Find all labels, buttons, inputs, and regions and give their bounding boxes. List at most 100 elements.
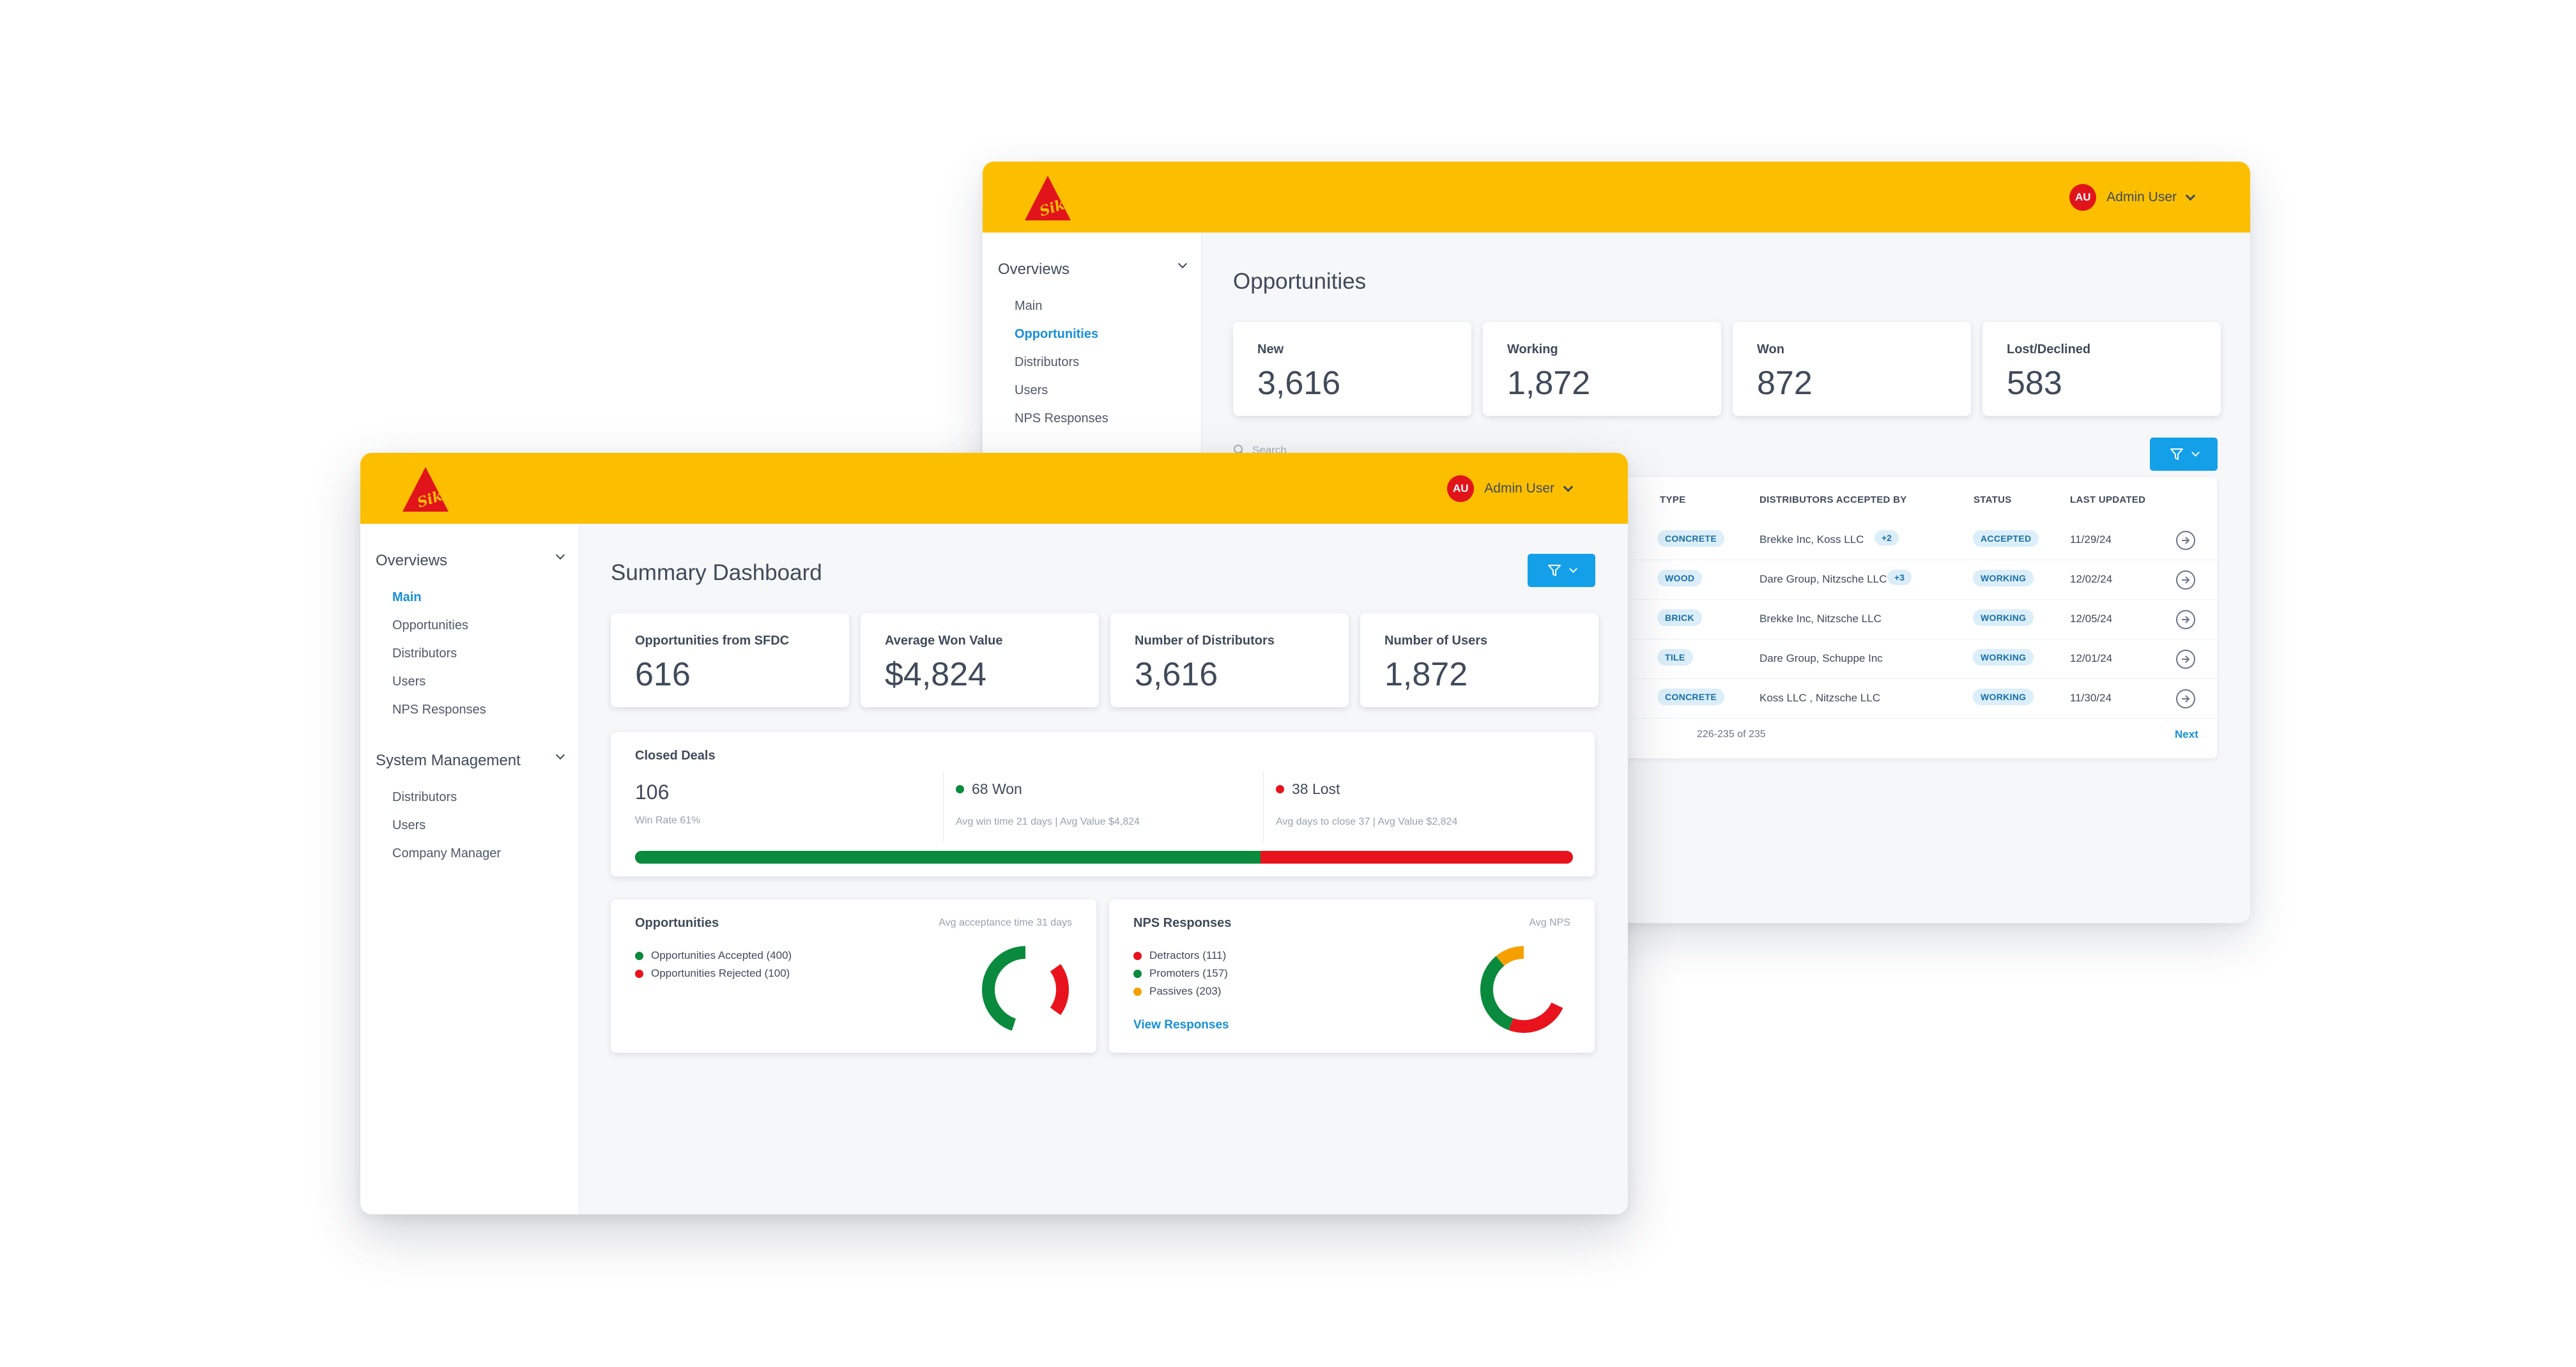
page-title: Opportunities xyxy=(1233,269,1367,294)
user-menu[interactable]: AU Admin User xyxy=(1447,475,1574,503)
stat-value: $4,824 xyxy=(885,656,987,693)
legend-label: Opportunities Rejected (100) xyxy=(651,967,790,979)
legend-dot xyxy=(1133,969,1142,978)
sidebar-group-label: System Management xyxy=(376,752,521,769)
sika-logo: Sika xyxy=(402,467,451,512)
opportunities-donut-chart xyxy=(982,946,1069,1033)
sidebar-item-distributors[interactable]: Distributors xyxy=(1015,355,1080,369)
distributors-cell: Dare Group, Nitzsche LLC xyxy=(1759,573,1887,585)
table-row[interactable]: CONCRETE Koss LLC , Nitzsche LLC WORKING… xyxy=(1634,679,2217,719)
distributors-cell: Brekke Inc, Nitzsche LLC xyxy=(1759,613,1882,625)
view-responses-link[interactable]: View Responses xyxy=(1133,1018,1229,1032)
more-distributors-chip[interactable]: +3 xyxy=(1887,570,1912,585)
last-updated-cell: 11/29/24 xyxy=(2070,533,2112,546)
status-badge: WORKING xyxy=(1973,689,2034,705)
sidebar-item-main[interactable]: Main xyxy=(1015,299,1043,313)
sidebar-item-opportunities[interactable]: Opportunities xyxy=(392,618,468,632)
last-updated-cell: 12/05/24 xyxy=(2070,613,2113,625)
stat-value: 583 xyxy=(2007,365,2062,402)
status-badge: ACCEPTED xyxy=(1973,530,2039,547)
type-chip: TILE xyxy=(1657,649,1693,666)
type-chip: CONCRETE xyxy=(1657,689,1724,705)
filter-button[interactable] xyxy=(2150,438,2218,471)
distributors-cell: Dare Group, Schuppe Inc xyxy=(1759,652,1883,664)
arrow-right-icon[interactable] xyxy=(2176,531,2195,550)
more-distributors-chip[interactable]: +2 xyxy=(1874,530,1899,546)
sidebar-item-opportunities[interactable]: Opportunities xyxy=(1015,327,1099,341)
lost-summary: 38 Lost xyxy=(1276,781,1340,798)
won-dot xyxy=(956,785,964,793)
sidebar-group-label: Overviews xyxy=(998,261,1070,278)
card-subtitle: Avg acceptance time 31 days xyxy=(939,917,1072,928)
sika-logo: Sika xyxy=(1025,176,1073,220)
sidebar-item-company-manager[interactable]: Company Manager xyxy=(392,846,502,860)
summary-dashboard-window: Sika AU Admin User Overviews Main Opport… xyxy=(360,453,1628,1214)
lost-subtext: Avg days to close 37 | Avg Value $2,824 xyxy=(1276,816,1458,827)
table-row[interactable]: CONCRETE Brekke Inc, Koss LLC +2 ACCEPTE… xyxy=(1634,521,2217,560)
type-chip: BRICK xyxy=(1657,609,1702,626)
card-subtitle: Avg NPS xyxy=(1529,917,1570,928)
column-header-distributors[interactable]: DISTRIBUTORS ACCEPTED BY xyxy=(1759,494,1907,505)
avatar: AU xyxy=(1447,475,1475,502)
top-bar: Sika AU Admin User xyxy=(983,162,2250,233)
stat-label: Average Won Value xyxy=(885,634,1003,648)
sidebar-item-main[interactable]: Main xyxy=(392,590,422,604)
sidebar: Overviews Main Opportunities Distributor… xyxy=(360,524,579,1214)
sidebar-group-overviews[interactable]: Overviews xyxy=(998,259,1190,279)
table-row[interactable]: WOOD Dare Group, Nitzsche LLC +3 WORKING… xyxy=(1634,560,2217,600)
arrow-right-icon[interactable] xyxy=(2176,689,2195,708)
status-badge: WORKING xyxy=(1973,609,2034,626)
sidebar-item-system-users[interactable]: Users xyxy=(392,818,426,832)
stat-label: Number of Users xyxy=(1384,634,1488,648)
legend-accepted: Opportunities Accepted (400) xyxy=(635,949,792,962)
stat-card-lost-declined: Lost/Declined 583 xyxy=(1982,322,2221,416)
legend-passives: Passives (203) xyxy=(1133,985,1221,998)
closed-deals-card: Closed Deals 106 Win Rate 61% 68 Won Avg… xyxy=(611,732,1595,876)
donut-slice-rejected xyxy=(982,946,1069,1033)
sidebar-item-users[interactable]: Users xyxy=(1015,383,1048,397)
legend-promoters: Promoters (157) xyxy=(1133,967,1228,980)
legend-label: Opportunities Accepted (400) xyxy=(651,949,792,961)
table-row[interactable]: BRICK Brekke Inc, Nitzsche LLC WORKING 1… xyxy=(1634,600,2217,639)
column-header-type[interactable]: TYPE xyxy=(1660,494,1686,505)
sidebar-item-users[interactable]: Users xyxy=(392,675,426,689)
divider xyxy=(943,772,944,842)
type-chip: WOOD xyxy=(1657,570,1703,586)
stat-card-average-won-value: Average Won Value $4,824 xyxy=(861,613,1099,707)
filter-button[interactable] xyxy=(1528,554,1595,587)
won-bar-segment xyxy=(635,851,1261,864)
chevron-down-icon xyxy=(555,550,565,560)
column-header-status[interactable]: STATUS xyxy=(1974,494,2012,505)
won-label: 68 Won xyxy=(972,781,1022,797)
arrow-right-icon[interactable] xyxy=(2176,650,2195,669)
user-menu[interactable]: AU Admin User xyxy=(2069,183,2196,211)
last-updated-cell: 12/01/24 xyxy=(2070,652,2113,664)
legend-rejected: Opportunities Rejected (100) xyxy=(635,967,790,980)
arrow-right-icon[interactable] xyxy=(2176,610,2195,629)
arrow-right-icon[interactable] xyxy=(2176,570,2195,590)
sidebar-group-overviews[interactable]: Overviews xyxy=(376,550,567,570)
filter-icon xyxy=(1547,565,1561,576)
user-name: Admin User xyxy=(2106,190,2177,204)
legend-dot xyxy=(635,969,643,978)
stat-label: New xyxy=(1257,342,1284,356)
sidebar-item-distributors[interactable]: Distributors xyxy=(392,646,457,661)
sidebar-item-system-distributors[interactable]: Distributors xyxy=(392,790,457,804)
stat-card-number-of-distributors: Number of Distributors 3,616 xyxy=(1110,613,1349,707)
chevron-down-icon xyxy=(1177,259,1188,269)
chevron-down-icon xyxy=(555,750,565,760)
sidebar-group-system-management[interactable]: System Management xyxy=(376,750,567,770)
sidebar-item-nps-responses[interactable]: NPS Responses xyxy=(392,703,486,717)
filter-icon xyxy=(2170,448,2183,460)
lost-dot xyxy=(1276,785,1284,793)
donut-slice-passives xyxy=(1480,946,1567,1033)
lost-label: 38 Lost xyxy=(1292,781,1340,797)
table-row[interactable]: TILE Dare Group, Schuppe Inc WORKING 12/… xyxy=(1634,639,2217,679)
donut-slice-detractors xyxy=(1480,946,1567,1033)
column-header-last-updated[interactable]: LAST UPDATED xyxy=(2070,494,2146,505)
card-title: NPS Responses xyxy=(1133,916,1232,930)
sidebar-item-nps-responses[interactable]: NPS Responses xyxy=(1015,411,1108,425)
next-page-link[interactable]: Next xyxy=(2175,728,2198,740)
legend-dot xyxy=(1133,987,1142,996)
legend-label: Detractors (111) xyxy=(1149,949,1227,961)
